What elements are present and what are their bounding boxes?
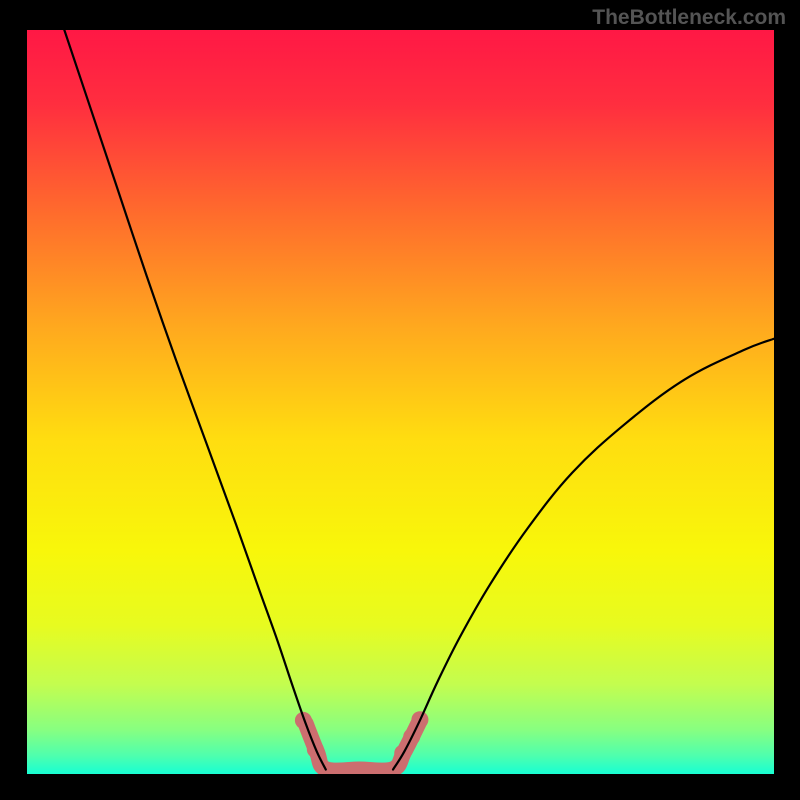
watermark-text: TheBottleneck.com bbox=[592, 6, 786, 30]
chart-frame: TheBottleneck.com bbox=[0, 0, 800, 800]
bottleneck-chart bbox=[27, 30, 774, 774]
gradient-backplate bbox=[27, 30, 774, 774]
